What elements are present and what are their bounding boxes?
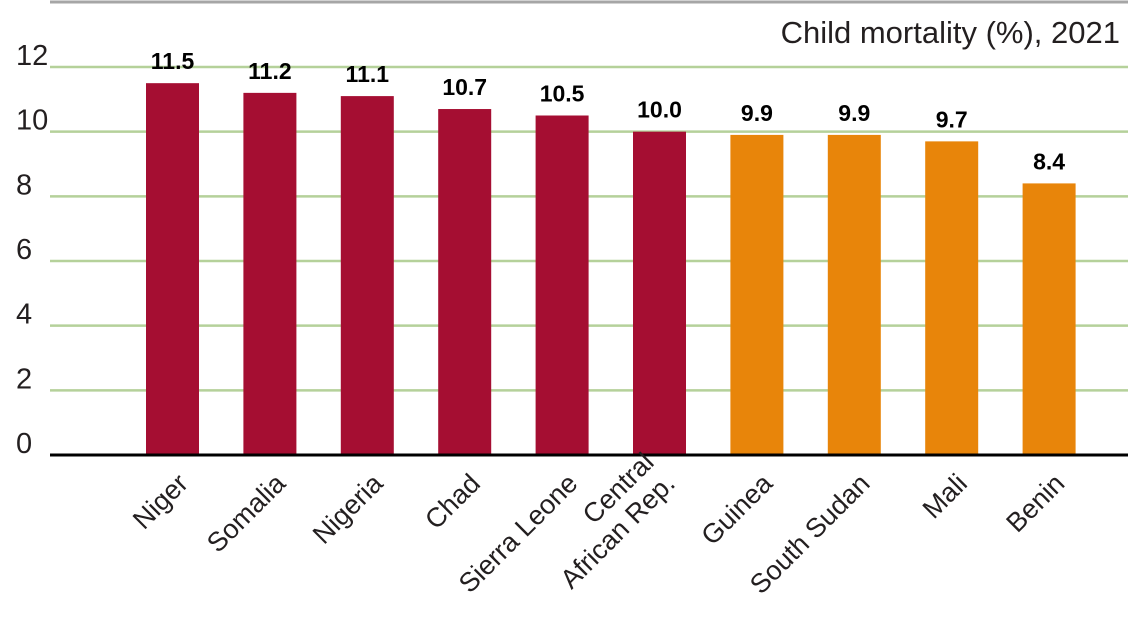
x-tick-label-line: Guinea — [695, 467, 778, 550]
x-tick-label: Benin — [1000, 468, 1070, 538]
data-label: 11.2 — [248, 58, 292, 84]
x-tick-label: Mali — [917, 468, 973, 524]
bar — [243, 92, 297, 455]
x-tick-label: Chad — [419, 468, 486, 535]
gridlines — [50, 65, 1128, 392]
data-label: 9.7 — [936, 106, 968, 132]
y-tick-label: 4 — [16, 299, 32, 331]
bar — [827, 134, 881, 455]
data-label: 9.9 — [741, 100, 773, 126]
x-tick-label-line: Nigeria — [307, 467, 389, 549]
data-label: 10.5 — [540, 81, 585, 107]
data-label: 11.5 — [151, 48, 195, 74]
x-tick-label: Nigeria — [307, 467, 389, 549]
bar — [146, 83, 199, 456]
data-label: 10.0 — [637, 97, 682, 123]
chart-title: Child mortality (%), 2021 — [781, 15, 1120, 50]
y-tick-label: 8 — [16, 169, 32, 201]
bar — [925, 141, 979, 455]
bar — [438, 109, 492, 456]
y-tick-label: 6 — [16, 234, 32, 266]
y-tick-label: 10 — [16, 105, 48, 137]
y-axis-ticks: 0 2 4 6 8 10 12 — [16, 40, 48, 460]
bar — [535, 115, 589, 455]
x-tick-label-line: Chad — [419, 468, 486, 535]
x-tick-label: Somalia — [201, 467, 292, 558]
x-tick-label-line: Niger — [127, 468, 194, 535]
data-label: 9.9 — [838, 100, 870, 126]
y-tick-label: 12 — [16, 40, 48, 72]
bars — [146, 83, 1076, 456]
y-tick-label: 2 — [16, 363, 32, 395]
bar — [1022, 183, 1076, 455]
y-tick-label: 0 — [16, 428, 32, 460]
data-label: 10.7 — [442, 74, 487, 100]
data-labels: 11.5 11.2 11.1 10.7 10.5 10.0 9.9 9.9 9.7 8.4 — [151, 48, 1066, 174]
x-tick-label-line: Somalia — [201, 467, 292, 558]
x-tick-label-line: Benin — [1000, 468, 1070, 538]
bar — [340, 96, 394, 455]
bar — [730, 134, 784, 455]
bar — [633, 131, 686, 455]
x-tick-label: Guinea — [695, 467, 778, 550]
x-tick-label: Niger — [127, 468, 194, 535]
x-tick-label-line: Mali — [917, 468, 973, 524]
data-label: 8.4 — [1033, 148, 1065, 174]
data-label: 11.1 — [346, 61, 390, 87]
